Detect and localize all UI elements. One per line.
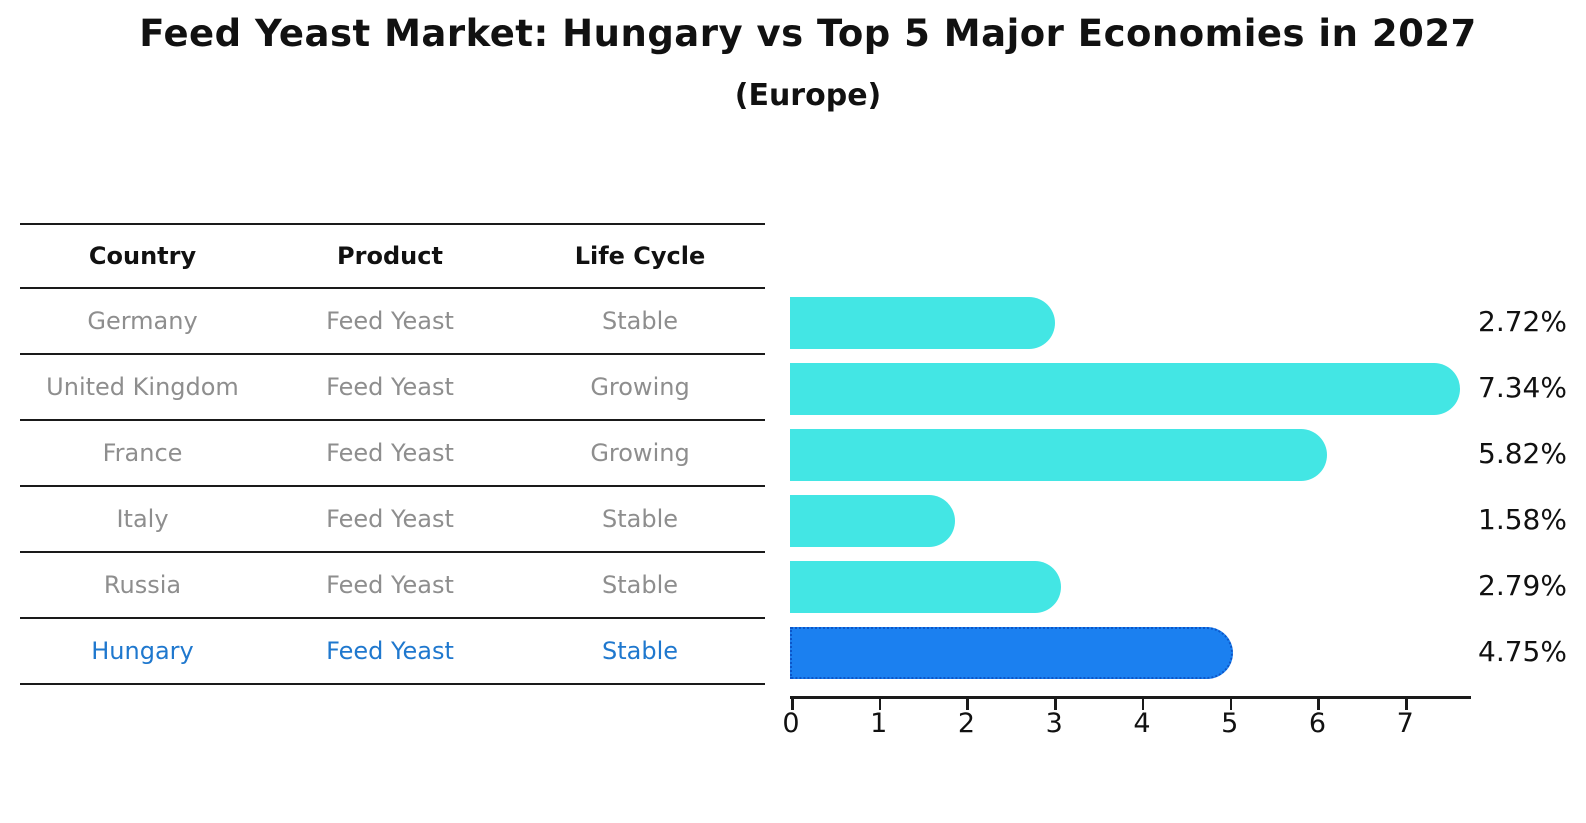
cell-country: Russia [103, 571, 182, 599]
column-header-lifecycle: Life Cycle [574, 242, 706, 270]
table-row: United Kingdom Feed Yeast Growing [20, 355, 765, 421]
value-label: 1.58% [1478, 503, 1567, 536]
x-tick-label: 7 [1396, 708, 1414, 739]
x-tick [1141, 699, 1145, 710]
table-header-row: Country Product Life Cycle [20, 223, 765, 289]
value-label: 4.75% [1478, 635, 1567, 668]
x-tick-label: 3 [1045, 708, 1063, 739]
bar [790, 297, 1055, 349]
cell-product: Feed Yeast [326, 373, 454, 401]
column-header-product: Product [337, 242, 443, 270]
x-tick [1317, 699, 1320, 710]
x-tick [966, 699, 969, 710]
column-header-country: Country [88, 242, 197, 270]
x-axis-line [790, 696, 1471, 699]
table-row: Italy Feed Yeast Stable [20, 487, 765, 553]
cell-product: Feed Yeast [326, 637, 454, 665]
cell-product: Feed Yeast [326, 571, 454, 599]
x-tick-label: 0 [782, 708, 800, 739]
table-row: Hungary Feed Yeast Stable [20, 619, 765, 685]
x-tick [1229, 699, 1233, 710]
cell-lifecycle: Stable [601, 637, 679, 665]
cell-country: Germany [87, 307, 198, 335]
value-label: 7.34% [1478, 371, 1567, 404]
x-tick-label: 6 [1308, 708, 1327, 739]
cell-product: Feed Yeast [326, 307, 454, 335]
x-tick [1054, 699, 1057, 710]
x-tick-label: 5 [1221, 708, 1239, 739]
x-tick [791, 699, 794, 710]
chart-title: Feed Yeast Market: Hungary vs Top 5 Majo… [139, 12, 1477, 55]
x-tick-label: 1 [870, 708, 888, 739]
cell-lifecycle: Stable [601, 505, 679, 533]
table-row: Russia Feed Yeast Stable [20, 553, 765, 619]
bar [790, 495, 955, 547]
table-row: France Feed Yeast Growing [20, 421, 765, 487]
x-tick-label: 4 [1133, 708, 1151, 739]
value-label: 5.82% [1478, 437, 1567, 470]
x-tick [878, 699, 882, 710]
table-body: Germany Feed Yeast Stable United Kingdom… [20, 289, 765, 685]
value-label: 2.79% [1478, 569, 1567, 602]
bar [790, 363, 1461, 415]
value-label: 2.72% [1478, 305, 1567, 338]
bar [790, 561, 1061, 613]
cell-product: Feed Yeast [326, 439, 454, 467]
cell-country: Hungary [91, 637, 194, 665]
cell-lifecycle: Growing [590, 373, 690, 401]
table-row: Germany Feed Yeast Stable [20, 289, 765, 355]
cell-country: Italy [116, 505, 169, 533]
cell-lifecycle: Stable [601, 307, 679, 335]
cell-country: France [102, 439, 183, 467]
cell-lifecycle: Growing [590, 439, 690, 467]
chart-subtitle: (Europe) [734, 78, 882, 113]
highlight-bar [790, 627, 1233, 679]
x-tick [1405, 699, 1408, 710]
bar [790, 429, 1327, 481]
x-tick-label: 2 [957, 708, 976, 739]
cell-product: Feed Yeast [326, 505, 454, 533]
cell-country: United Kingdom [46, 373, 239, 401]
cell-lifecycle: Stable [601, 571, 679, 599]
